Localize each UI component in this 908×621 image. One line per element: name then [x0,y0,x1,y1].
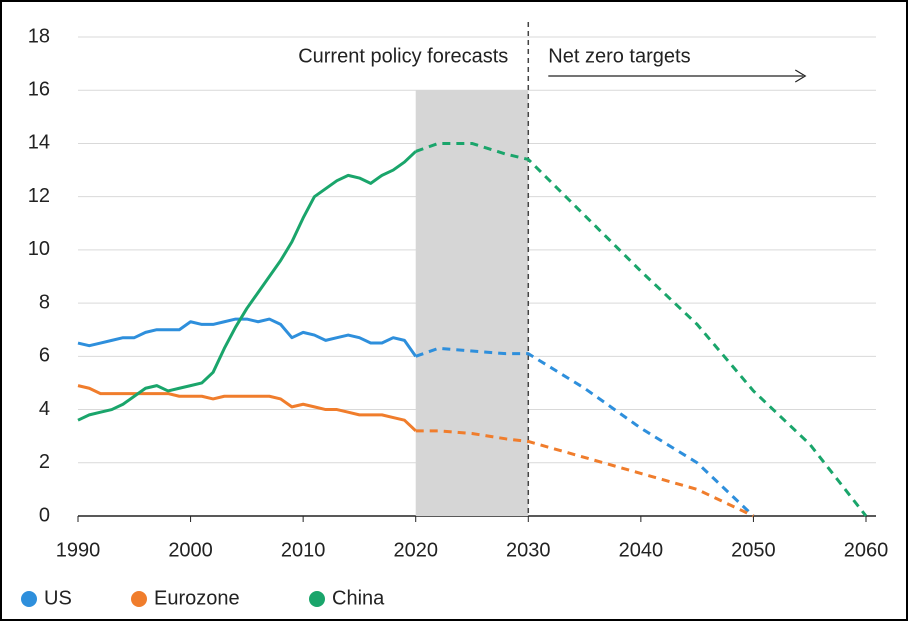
history-line [77,150,417,422]
annotation-arrowhead [794,69,807,83]
forecast-line [415,346,755,518]
legend-marker [131,591,147,607]
x-tick-label: 2040 [619,539,664,561]
x-tick-label: 2060 [844,539,889,561]
y-tick-label: 18 [28,25,50,47]
legend-marker [309,591,325,607]
y-tick-label: 16 [28,79,50,101]
y-tick-label: 8 [39,291,50,313]
x-tick-label: 2020 [393,539,438,561]
legend-label: US [44,587,72,609]
forecast-line [415,141,868,517]
legend-label: China [332,587,385,609]
x-tick-label: 2050 [731,539,776,561]
x-tick-label: 2010 [281,539,326,561]
legend-marker [21,591,37,607]
history-line [77,317,417,358]
y-tick-label: 10 [28,238,50,260]
annotation: Net zero targets [548,45,690,67]
x-tick-label: 1990 [56,539,101,561]
y-tick-label: 4 [39,398,50,420]
x-tick-label: 2000 [168,539,213,561]
y-tick-label: 6 [39,345,50,367]
x-tick-label: 2030 [506,539,551,561]
legend-label: Eurozone [154,587,240,609]
y-tick-label: 2 [39,451,50,473]
forecast-band [415,90,529,516]
y-tick-label: 0 [39,504,50,526]
y-tick-label: 14 [28,132,50,154]
forecast-line [415,429,755,518]
annotation: Current policy forecasts [298,45,508,67]
y-tick-label: 12 [28,185,50,207]
history-line [77,384,417,432]
